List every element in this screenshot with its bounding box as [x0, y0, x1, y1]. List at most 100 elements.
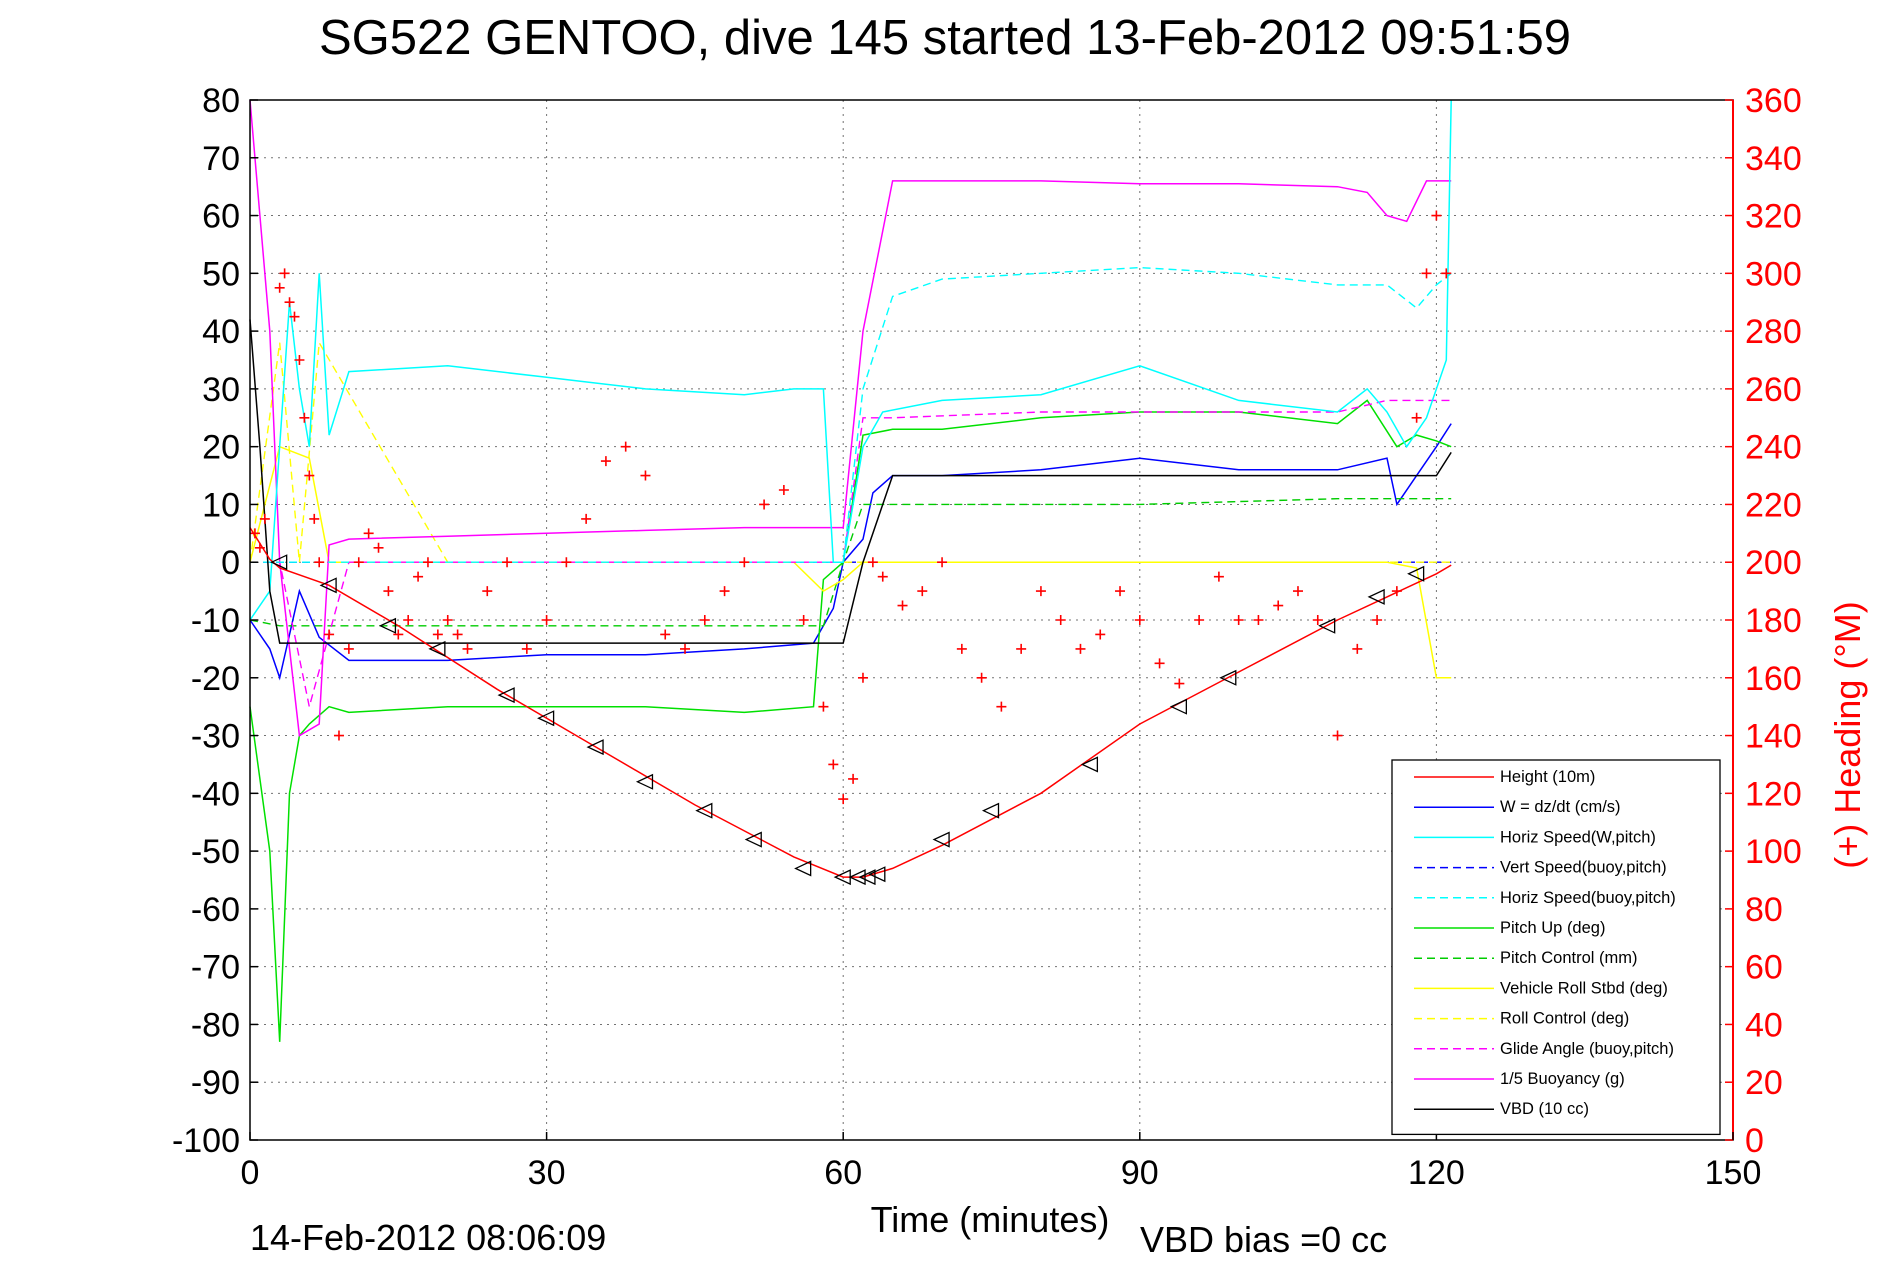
heading-point — [1134, 615, 1145, 625]
heading-point — [848, 773, 859, 784]
right-tick-label: 140 — [1745, 718, 1802, 756]
right-tick-label: 280 — [1745, 313, 1802, 351]
left-tick-label: -60 — [191, 891, 240, 929]
heading-point — [1233, 615, 1244, 625]
x-tick-label: 30 — [528, 1154, 566, 1192]
heading-point — [333, 730, 344, 741]
left-tick-label: 30 — [202, 371, 240, 409]
marker-triangle — [378, 617, 397, 634]
heading-point — [432, 629, 443, 640]
heading-point — [413, 571, 424, 582]
right-tick-label: 220 — [1745, 486, 1802, 524]
heading-point — [304, 470, 315, 481]
heading-point — [521, 643, 532, 654]
legend-label: Vert Speed(buoy,pitch) — [1500, 859, 1667, 877]
left-tick-label: -30 — [191, 718, 240, 756]
heading-point — [383, 586, 394, 597]
marker-triangle — [319, 577, 337, 594]
heading-points — [249, 210, 1452, 805]
legend-label: W = dz/dt (cm/s) — [1500, 798, 1621, 816]
heading-point — [373, 542, 384, 553]
right-tick-label: 360 — [1745, 82, 1802, 120]
right-tick-label: 240 — [1745, 429, 1802, 467]
heading-point — [482, 586, 493, 597]
heading-point — [600, 456, 611, 467]
heading-point — [363, 528, 374, 539]
heading-point — [877, 571, 888, 582]
left-tick-label: -40 — [191, 775, 240, 813]
left-tick-label: 70 — [202, 140, 240, 178]
heading-point — [719, 586, 730, 597]
left-tick-label: 80 — [202, 82, 240, 120]
heading-point — [1352, 643, 1363, 654]
heading-point — [1194, 615, 1205, 625]
marker-triangle — [1169, 698, 1187, 715]
right-tick-label: 300 — [1745, 255, 1802, 293]
heading-point — [1431, 210, 1442, 221]
heading-point — [502, 557, 513, 568]
heading-point — [1075, 643, 1086, 654]
x-tick-label: 0 — [241, 1154, 260, 1192]
marker-triangle — [428, 640, 446, 657]
heading-point — [640, 470, 651, 481]
legend-label: Glide Angle (buoy,pitch) — [1500, 1040, 1674, 1058]
footnote-vbd-bias: VBD bias =0 cc — [1140, 1219, 1387, 1260]
heading-point — [299, 412, 310, 423]
heading-point — [294, 355, 305, 365]
heading-point — [759, 499, 770, 510]
marker-triangle — [848, 869, 866, 886]
right-tick-label: 180 — [1745, 602, 1802, 640]
plot-area — [249, 99, 1452, 1042]
left-tick-label: -20 — [191, 660, 240, 698]
x-ticks: 0 30 60 90 120 150 — [241, 1132, 1761, 1192]
heading-point — [284, 297, 295, 308]
right-y-ticks: 3603403203002802602402202001801601401201… — [1725, 82, 1802, 1160]
marker-triangle — [1080, 756, 1099, 773]
legend-label: 1/5 Buoyancy (g) — [1500, 1070, 1625, 1088]
heading-point — [798, 615, 809, 625]
marker-triangle — [1407, 565, 1425, 582]
heading-point — [541, 615, 552, 625]
heading-point — [581, 513, 592, 524]
heading-point — [314, 557, 325, 568]
legend-label: Roll Control (deg) — [1500, 1010, 1629, 1028]
heading-point — [937, 557, 948, 568]
marker-triangle — [1318, 617, 1336, 634]
heading-point — [1273, 600, 1284, 611]
marker-triangle — [586, 739, 604, 756]
marker-triangle — [695, 802, 713, 819]
heading-point — [1411, 412, 1422, 423]
series-line — [249, 399, 1452, 1042]
heading-point — [403, 615, 414, 625]
left-tick-label: -10 — [191, 602, 240, 640]
heading-point — [897, 600, 908, 611]
marker-triangle — [932, 831, 950, 848]
series-line — [249, 498, 1452, 627]
heading-point — [422, 557, 433, 568]
heading-point — [956, 643, 967, 654]
x-tick-label: 90 — [1121, 1154, 1159, 1192]
legend: Height (10m) W = dz/dt (cm/s) Horiz Speed(… — [1391, 759, 1721, 1136]
legend-label: Horiz Speed(W,pitch) — [1500, 828, 1656, 846]
series-line — [249, 340, 1452, 563]
right-tick-label: 120 — [1745, 775, 1802, 813]
left-tick-label: -70 — [191, 949, 240, 987]
legend-label: VBD (10 cc) — [1500, 1100, 1589, 1118]
left-tick-label: 0 — [221, 544, 240, 582]
heading-point — [1421, 268, 1432, 279]
heading-point — [680, 643, 691, 654]
left-tick-label: 40 — [202, 313, 240, 351]
marker-triangle — [635, 773, 654, 790]
heading-point — [620, 441, 631, 452]
heading-point — [828, 759, 839, 770]
heading-point — [867, 557, 878, 568]
right-tick-label: 0 — [1745, 1122, 1764, 1160]
marker-triangle — [981, 802, 1000, 819]
heading-point — [739, 557, 750, 568]
legend-label: Pitch Up (deg) — [1500, 919, 1605, 937]
left-tick-label: -80 — [191, 1006, 240, 1044]
heading-point — [561, 557, 572, 568]
legend-label: Horiz Speed(buoy,pitch) — [1500, 889, 1676, 907]
heading-point — [838, 794, 849, 805]
